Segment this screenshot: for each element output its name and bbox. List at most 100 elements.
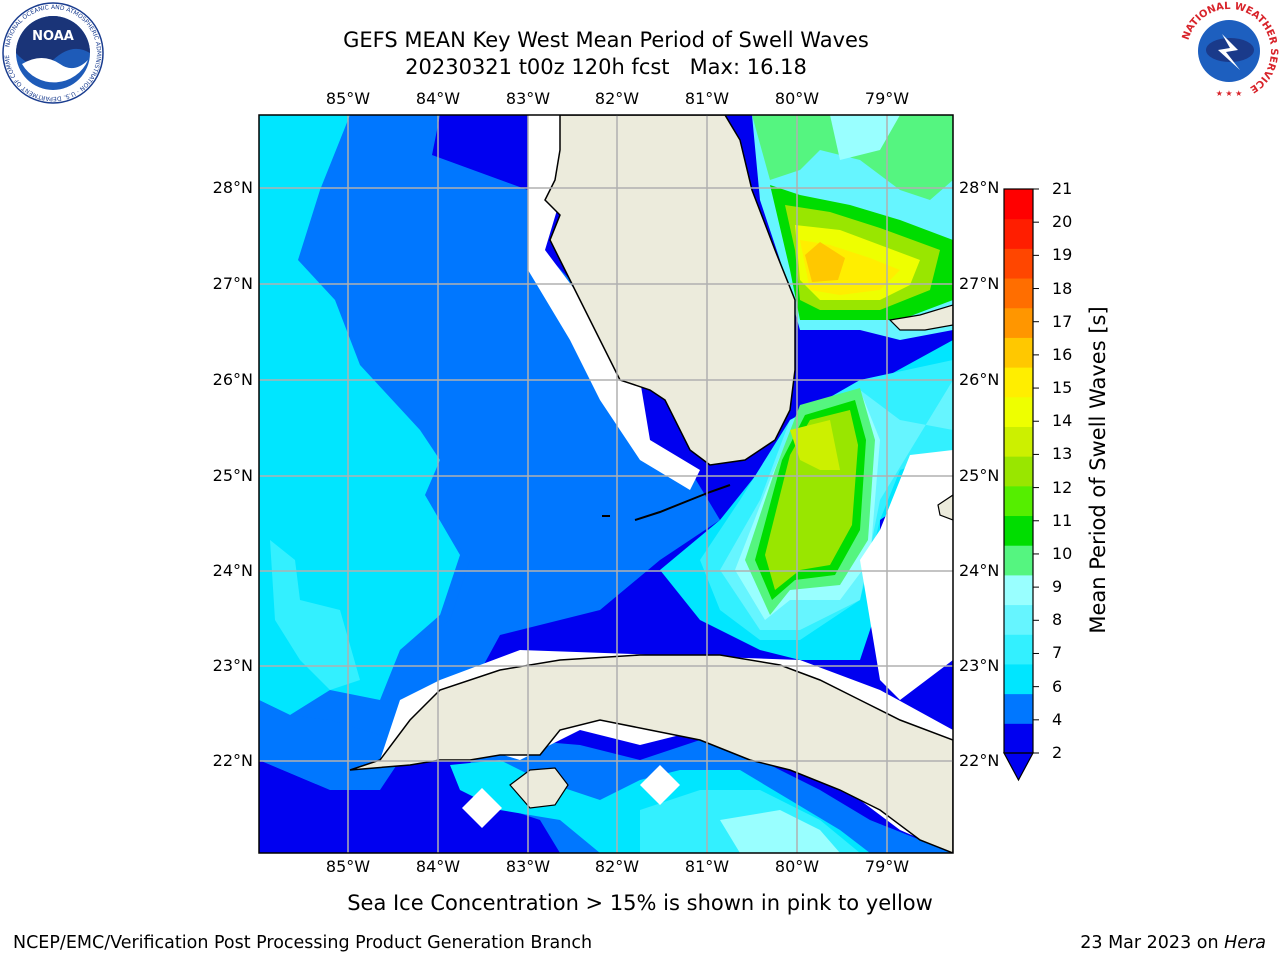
no-data-patch-1: [462, 788, 502, 828]
no-data-bahamas: [860, 450, 953, 700]
colorbar-tick-label: 20: [1052, 212, 1073, 232]
swell-band-6-7-streak: [270, 540, 360, 690]
colorbar-segment: [1004, 574, 1033, 606]
florida-keys: [634, 484, 731, 521]
lon-label-top: 82°W: [594, 89, 640, 108]
swell-band-13-14-straits: [790, 420, 840, 470]
lat-label-left: 24°N: [212, 561, 253, 580]
lon-label-top: 84°W: [415, 89, 461, 108]
lon-label-bottom: 83°W: [505, 857, 551, 876]
florida-landmass: [544, 115, 796, 466]
colorbar-tick-label: 21: [1052, 179, 1073, 198]
swell-band-9-10-atlantic: [752, 115, 953, 200]
colorbar-tick-label: 6: [1052, 676, 1063, 696]
footer-credit: NCEP/EMC/Verification Post Processing Pr…: [13, 933, 593, 953]
colorbar-segment: [1004, 634, 1033, 665]
colorbar-segment: [1004, 723, 1033, 754]
colorbar-segment: [1004, 189, 1033, 220]
colorbar-segment: [1004, 456, 1033, 487]
lat-label-right: 27°N: [959, 274, 1000, 293]
colorbar-tick-label: 4: [1052, 709, 1063, 729]
colorbar-segment: [1004, 218, 1033, 249]
colorbar-segment: [1004, 663, 1033, 695]
sea-ice-note-text: Sea Ice Concentration > 15% is shown in …: [347, 891, 933, 915]
lat-label-left: 23°N: [212, 656, 253, 675]
lon-label-top: 79°W: [864, 89, 910, 108]
lon-label-bottom: 80°W: [774, 857, 820, 876]
cuba-landmass: [349, 654, 953, 853]
noaa-wordmark: NOAA: [32, 29, 74, 44]
colorbar-tick-label: 12: [1052, 477, 1073, 497]
lat-label-left: 22°N: [212, 751, 253, 770]
colorbar-frame: [1003, 188, 1034, 754]
lon-label-top: 80°W: [774, 89, 820, 108]
map-area: [259, 115, 953, 853]
colorbar-tick-label: 10: [1052, 543, 1073, 563]
lon-label-bottom: 81°W: [684, 857, 730, 876]
lat-label-right: 25°N: [959, 466, 1000, 485]
swell-band-16-17-atlantic: [805, 242, 845, 282]
colorbar-segment: [1004, 307, 1033, 338]
lon-label-top: 85°W: [325, 89, 371, 108]
map-frame: [258, 114, 954, 854]
colorbar-tick-label: 8: [1052, 610, 1063, 630]
nws-stars-icon: ★ ★ ★: [1216, 89, 1243, 98]
colorbar-segment: [1004, 337, 1033, 368]
colorbar-segment: [1004, 485, 1033, 517]
colorbar-segment: [1004, 426, 1033, 457]
colorbar-segment: [1004, 248, 1033, 279]
sea-ice-note: Sea Ice Concentration > 15% is shown in …: [0, 890, 1280, 916]
colorbar: [1002, 188, 1039, 782]
lat-label-right: 28°N: [959, 178, 1000, 197]
isla-juventud: [509, 767, 569, 809]
ocean-deep-south: [259, 760, 560, 853]
lat-label-left: 25°N: [212, 466, 253, 485]
colorbar-segment: [1004, 545, 1033, 576]
colorbar-tick-label: 13: [1052, 444, 1073, 464]
footer-date-text: 23 Mar 2023 on: [1080, 933, 1219, 953]
grand-bahama-island: [888, 304, 953, 331]
lat-label-right: 24°N: [959, 561, 1000, 580]
colorbar-tick-label: 17: [1052, 311, 1073, 331]
colorbar-segment: [1004, 693, 1033, 724]
lon-label-bottom: 84°W: [415, 857, 461, 876]
colorbar-tick-label: 2: [1052, 743, 1063, 762]
colorbar-tick-label: 11: [1052, 510, 1073, 530]
colorbar-segment: [1004, 278, 1033, 309]
lon-label-top: 83°W: [505, 89, 551, 108]
map-title: GEFS MEAN Key West Mean Period of Swell …: [343, 28, 869, 52]
colorbar-segment: [1004, 396, 1033, 427]
colorbar-extend-arrow: [1002, 752, 1035, 782]
footer-date: 23 Mar 2023 on Hera: [1080, 932, 1266, 954]
colorbar-tick-label: 16: [1052, 344, 1073, 364]
no-data-patch-2: [640, 765, 680, 805]
lat-label-right: 23°N: [959, 656, 1000, 675]
colorbar-tick-label: 9: [1052, 577, 1063, 597]
map-grid: [259, 115, 953, 853]
lon-label-top: 81°W: [684, 89, 730, 108]
map-subtitle: 20230321 t00z 120h fcst Max: 16.18: [405, 55, 807, 79]
swell-band-8-9-caribbean: [720, 810, 840, 853]
colorbar-segment: [1004, 604, 1033, 635]
lat-label-right: 22°N: [959, 751, 1000, 770]
noaa-logo: NATIONAL OCEANIC AND ATMOSPHERIC ADMINIS…: [2, 2, 104, 104]
colorbar-tick-label: 14: [1052, 411, 1073, 431]
andros-island: [937, 494, 953, 521]
colorbar-label: Mean Period of Swell Waves [s]: [1086, 306, 1110, 634]
lat-label-left: 28°N: [212, 178, 253, 197]
lat-label-right: 26°N: [959, 370, 1000, 389]
colorbar-tick-label: 7: [1052, 643, 1063, 663]
lon-label-bottom: 79°W: [864, 857, 910, 876]
nws-logo: NATIONAL WEATHER SERVICE ★ ★ ★: [1179, 1, 1279, 101]
colorbar-segment: [1004, 515, 1033, 546]
colorbar-tick-label: 18: [1052, 278, 1073, 298]
no-data-west-coast: [528, 115, 700, 490]
footer-host: Hera: [1224, 933, 1266, 953]
colorbar-tick-label: 19: [1052, 245, 1073, 265]
lat-label-left: 27°N: [212, 274, 253, 293]
lon-label-bottom: 82°W: [594, 857, 640, 876]
colorbar-segment: [1004, 367, 1033, 398]
colorbar-tick-label: 15: [1052, 378, 1073, 398]
swell-band-8-9-atlantic: [830, 115, 900, 160]
